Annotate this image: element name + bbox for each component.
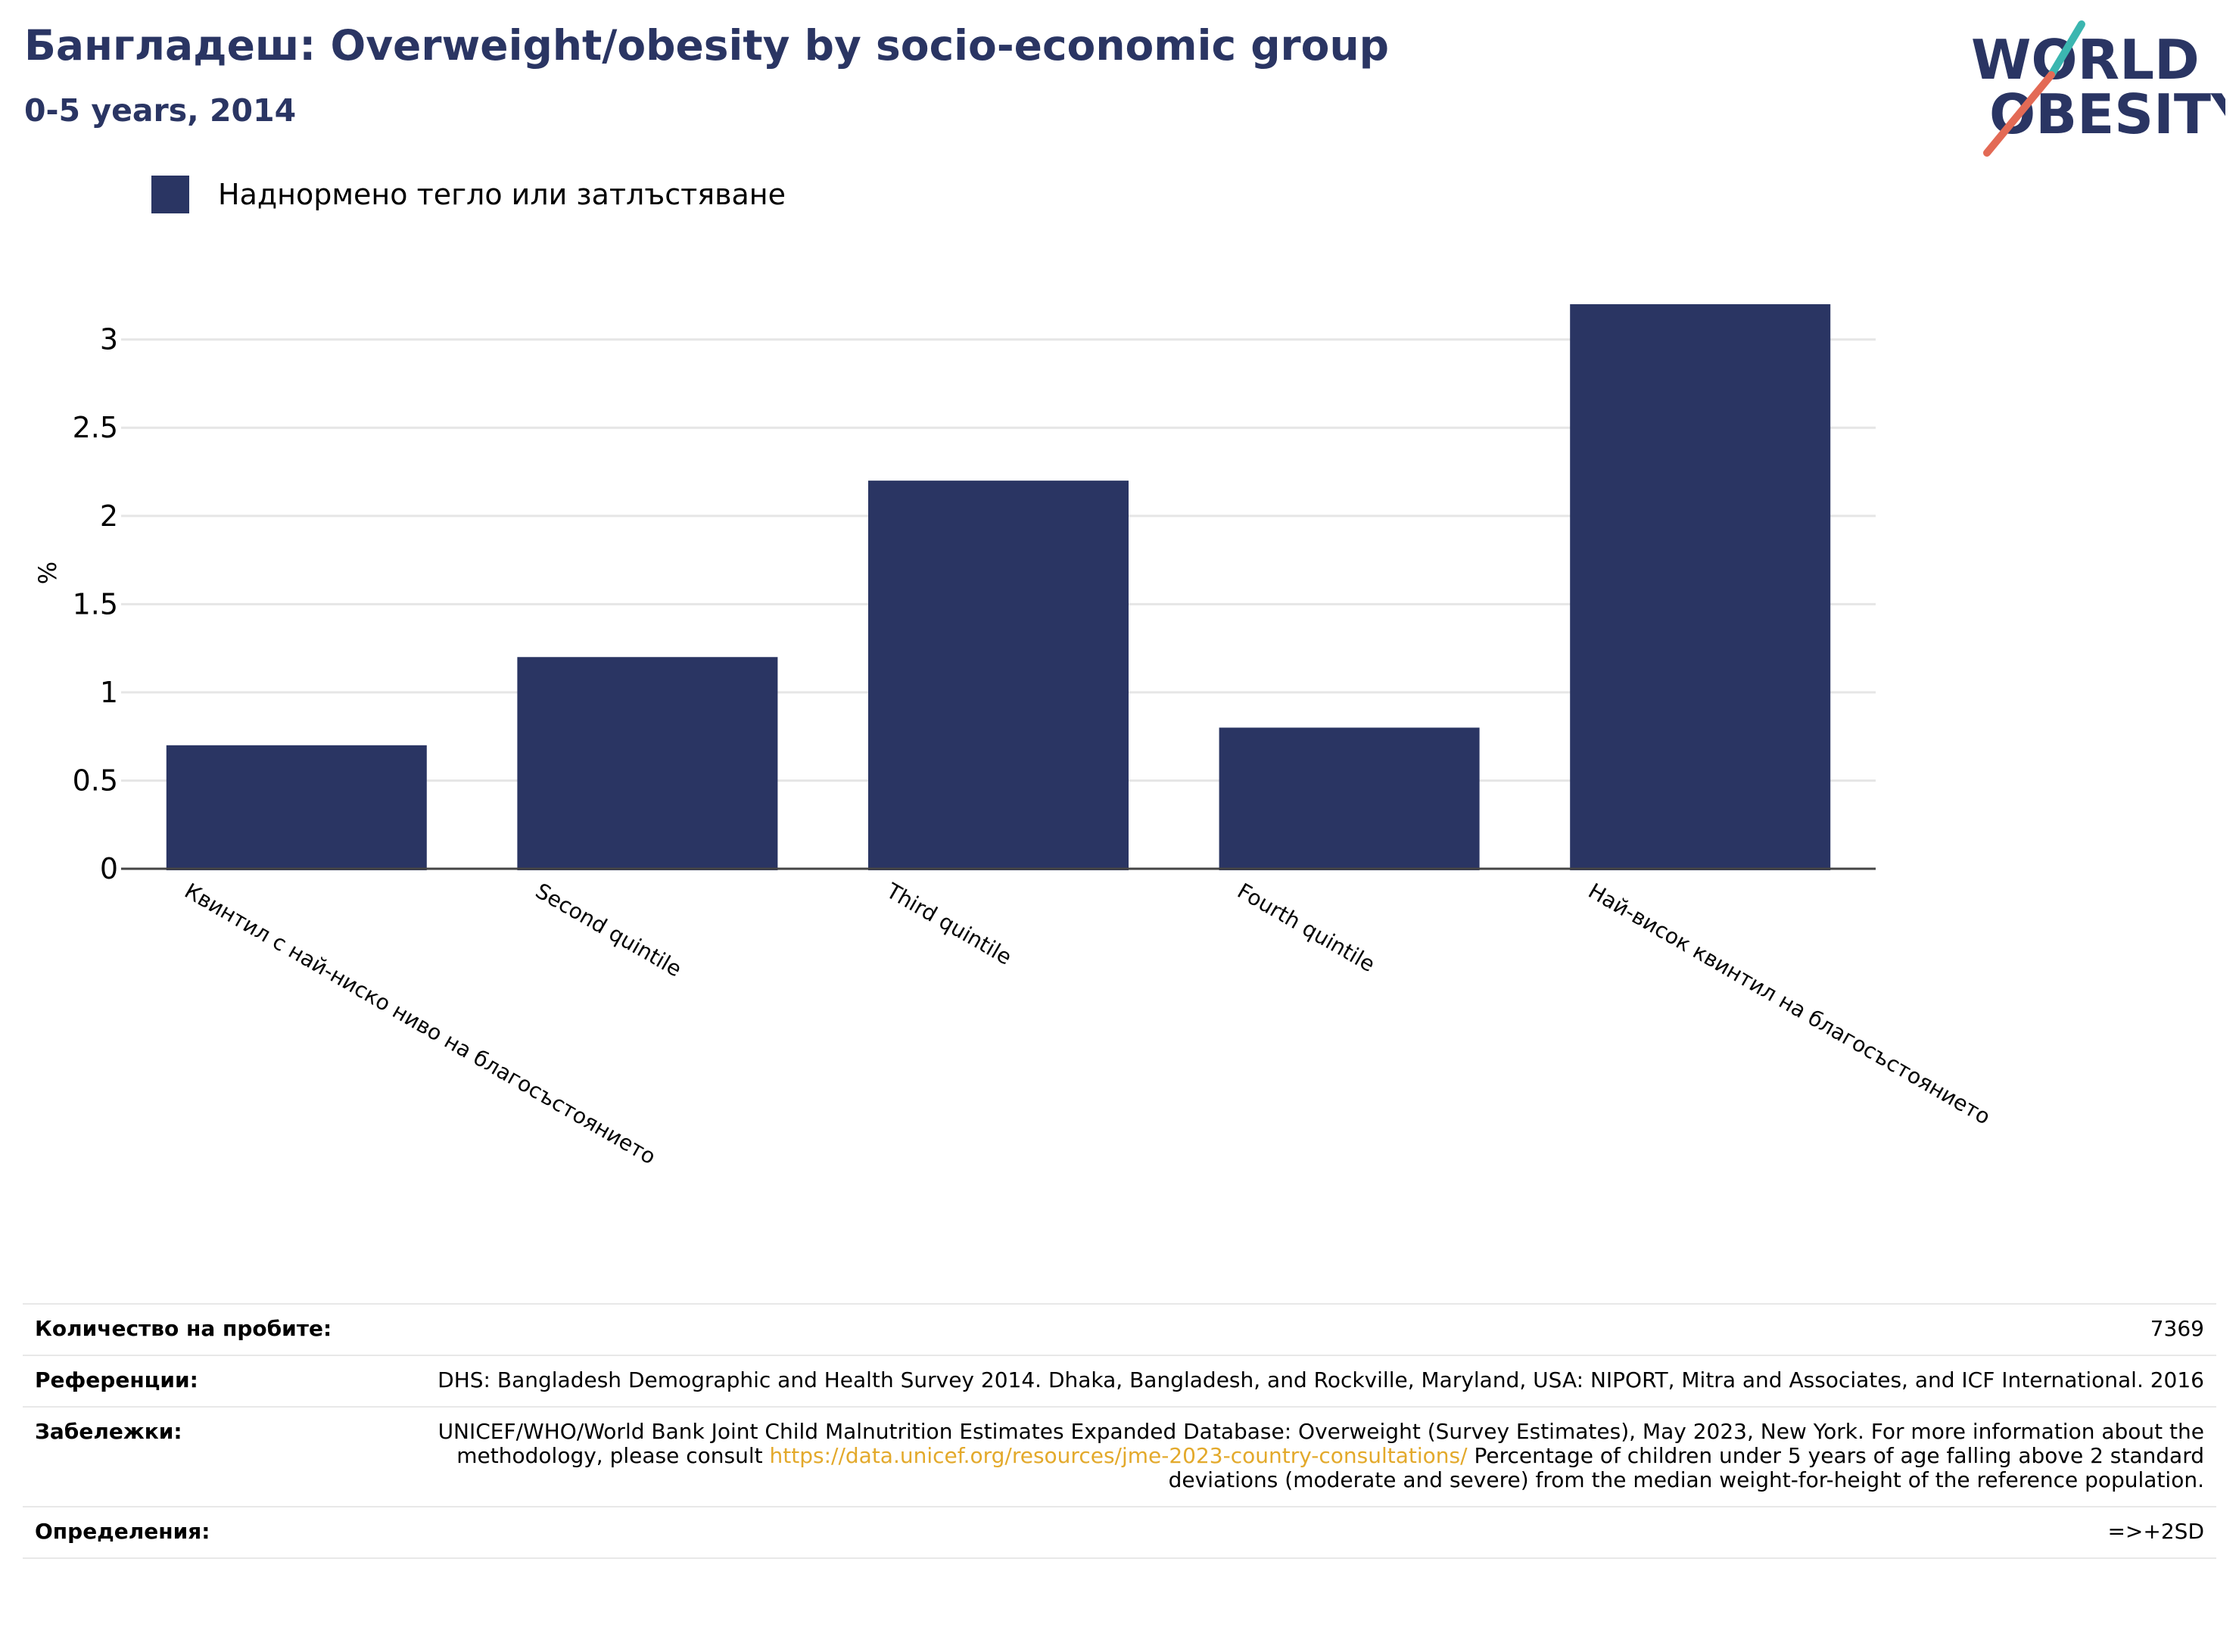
y-tick-label: 1 — [100, 676, 118, 709]
y-tick-label: 3 — [100, 323, 118, 356]
y-tick-label: 0 — [100, 852, 118, 885]
meta-key-notes: Забележки: — [35, 1419, 182, 1444]
y-tick-label: 2.5 — [73, 411, 118, 444]
y-tick-label: 0.5 — [73, 764, 118, 797]
meta-key-references: Референции: — [35, 1367, 198, 1392]
bar[interactable] — [1219, 727, 1480, 871]
logo-slash-coral — [1983, 71, 2055, 157]
meta-row-notes: Забележки: UNICEF/WHO/World Bank Joint C… — [23, 1407, 2216, 1507]
x-tick-label: Second quintile — [531, 878, 686, 982]
metadata-table: Количество на пробите: 7369 Референции: … — [23, 1303, 2216, 1559]
y-tick-label: 1.5 — [73, 587, 118, 621]
meta-value-notes: UNICEF/WHO/World Bank Joint Child Malnut… — [425, 1407, 2216, 1507]
legend-label: Наднормено тегло или затлъстяване — [218, 178, 786, 211]
logo-line2: OBESITY — [1989, 82, 2225, 146]
meta-key-sample-size: Количество на пробите: — [35, 1316, 332, 1341]
meta-row-references: Референции: DHS: Bangladesh Demographic … — [23, 1355, 2216, 1407]
world-obesity-logo: WORLD OBESITY — [1971, 20, 2225, 157]
bar[interactable] — [868, 481, 1129, 870]
chart-subtitle: 0-5 years, 2014 — [24, 92, 297, 129]
meta-value-definitions: =>+2SD — [2107, 1519, 2204, 1544]
notes-text-before: UNICEF/WHO/World Bank Joint Child Malnut… — [438, 1419, 2204, 1468]
meta-row-sample-size: Количество на пробите: 7369 — [23, 1304, 2216, 1355]
bar[interactable] — [1570, 304, 1831, 870]
x-tick-label: Third quintile — [882, 878, 1017, 970]
meta-row-definitions: Определения: =>+2SD — [23, 1507, 2216, 1558]
logo-slash-teal — [2047, 20, 2085, 79]
bar[interactable] — [517, 657, 778, 870]
meta-value-references: DHS: Bangladesh Demographic and Health S… — [438, 1367, 2204, 1392]
legend: Наднормено тегло или затлъстяване — [151, 176, 786, 213]
x-tick-label: Fourth quintile — [1233, 878, 1379, 977]
bar[interactable] — [166, 745, 427, 870]
meta-key-definitions: Определения: — [35, 1519, 210, 1544]
chart-title: Бангладеш: Overweight/obesity by socio-e… — [24, 21, 1389, 70]
legend-swatch — [151, 176, 189, 213]
notes-text-after: Percentage of children under 5 years of … — [1168, 1443, 2204, 1492]
methodology-link[interactable]: https://data.unicef.org/resources/jme-20… — [769, 1443, 1468, 1468]
meta-value-sample-size: 7369 — [2150, 1316, 2204, 1341]
y-tick-label: 2 — [100, 499, 118, 533]
logo-line1: WORLD — [1971, 28, 2200, 92]
x-tick-label: Най-висок квинтил на благосъстоянието — [1584, 878, 1995, 1129]
y-axis-label: % — [33, 562, 62, 584]
bars-layer — [166, 304, 1831, 871]
